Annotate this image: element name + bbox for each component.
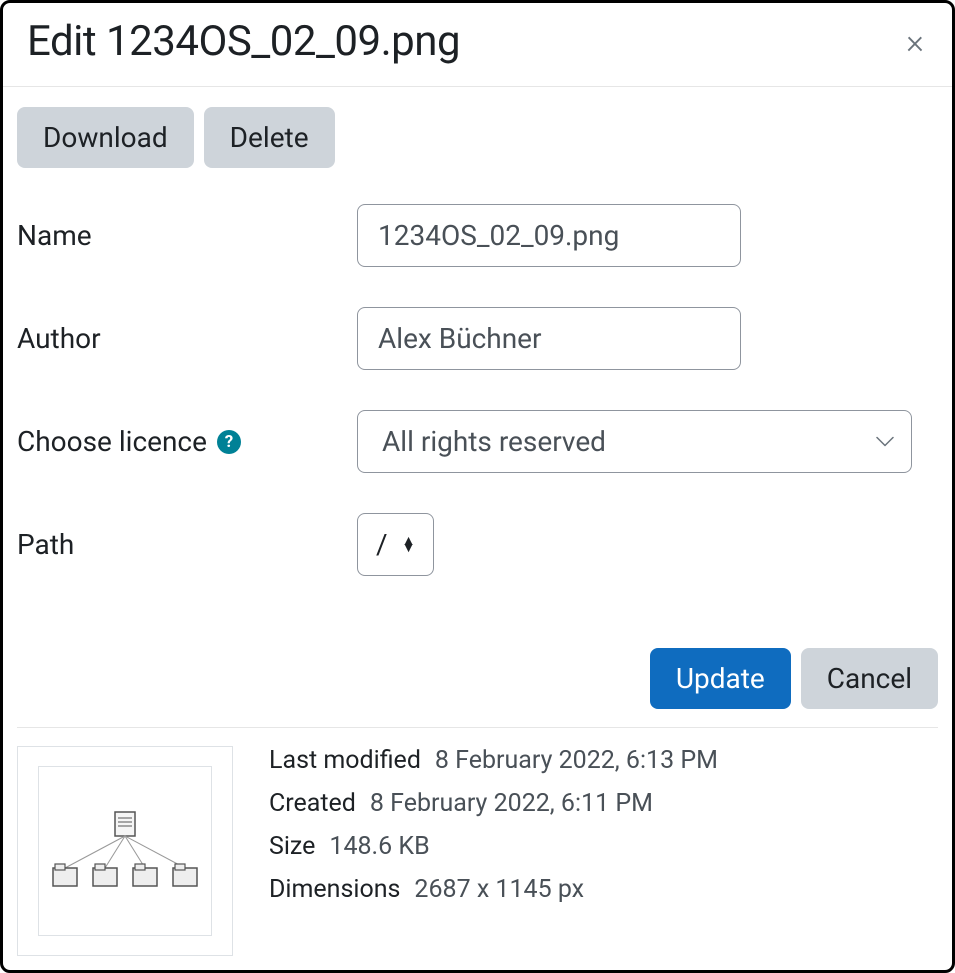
licence-label-text: Choose licence (17, 425, 207, 458)
meta-created: Created 8 February 2022, 6:11 PM (269, 789, 718, 818)
meta-list: Last modified 8 February 2022, 6:13 PM C… (269, 746, 718, 956)
footer-actions: Update Cancel (3, 648, 952, 727)
edit-file-dialog: Edit 1234OS_02_09.png × Download Delete … (0, 0, 955, 973)
meta-key: Created (269, 789, 356, 818)
dialog-header: Edit 1234OS_02_09.png × (3, 3, 952, 87)
path-select[interactable]: / ▲ ▼ (357, 513, 434, 576)
author-input[interactable] (357, 307, 741, 370)
licence-label: Choose licence ? (17, 425, 357, 458)
thumbnail-outer (17, 746, 233, 956)
meta-key: Last modified (269, 746, 421, 775)
file-diagram-icon (45, 806, 205, 896)
cancel-button[interactable]: Cancel (801, 648, 938, 709)
download-button[interactable]: Download (17, 107, 194, 168)
sort-arrows-icon: ▲ ▼ (402, 538, 416, 552)
thumbnail-preview (38, 766, 212, 936)
meta-key: Dimensions (269, 875, 400, 904)
meta-last-modified: Last modified 8 February 2022, 6:13 PM (269, 746, 718, 775)
dialog-title: Edit 1234OS_02_09.png (27, 17, 460, 66)
path-value: / (376, 528, 388, 561)
meta-value: 148.6 KB (329, 832, 429, 861)
update-button[interactable]: Update (650, 648, 791, 709)
name-label: Name (17, 219, 357, 252)
name-input[interactable] (357, 204, 741, 267)
author-label: Author (17, 322, 357, 355)
meta-key: Size (269, 832, 315, 861)
help-icon[interactable]: ? (217, 430, 241, 454)
author-row: Author (17, 307, 938, 370)
licence-select[interactable]: All rights reserved (357, 410, 912, 473)
close-icon[interactable]: × (902, 21, 928, 63)
meta-value: 8 February 2022, 6:11 PM (370, 789, 653, 818)
path-row: Path / ▲ ▼ (17, 513, 938, 576)
meta-value: 2687 x 1145 px (414, 875, 584, 904)
meta-value: 8 February 2022, 6:13 PM (435, 746, 718, 775)
name-row: Name (17, 204, 938, 267)
meta-dimensions: Dimensions 2687 x 1145 px (269, 875, 718, 904)
delete-button[interactable]: Delete (204, 107, 335, 168)
dialog-body: Download Delete Name Author Choose licen… (3, 87, 952, 648)
licence-select-wrap: All rights reserved (357, 410, 912, 473)
licence-row: Choose licence ? All rights reserved (17, 410, 938, 473)
file-meta-section: Last modified 8 February 2022, 6:13 PM C… (3, 728, 952, 970)
meta-size: Size 148.6 KB (269, 832, 718, 861)
top-action-row: Download Delete (17, 107, 938, 168)
path-label: Path (17, 528, 357, 561)
